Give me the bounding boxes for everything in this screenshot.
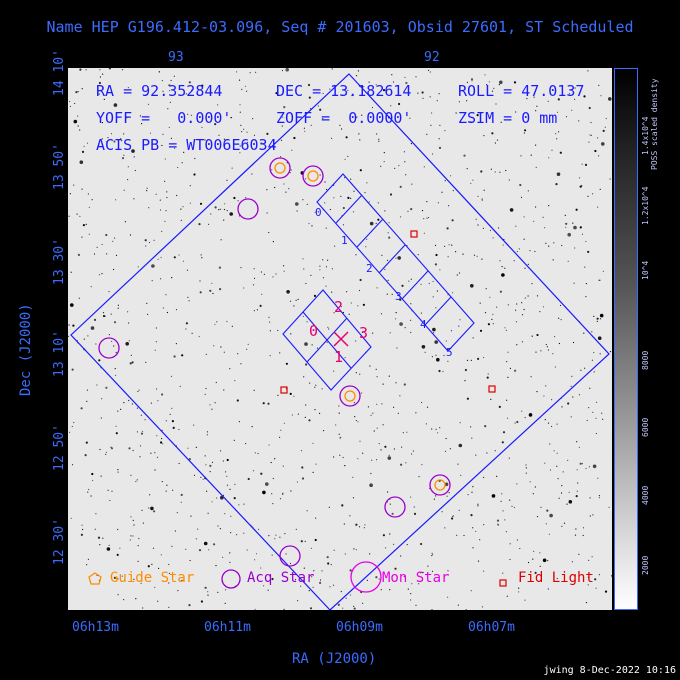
info-roll: ROLL = 47.0137 xyxy=(458,82,585,100)
acq-stars xyxy=(98,157,451,567)
info-yoff: YOFF = 0.000' xyxy=(96,109,232,127)
info-zsim: ZSIM = 0 mm xyxy=(458,109,558,127)
info-ra: RA = 92.352844 xyxy=(96,82,223,100)
colorbar-label: POSS scaled density xyxy=(650,78,659,170)
acis-s-array xyxy=(316,173,475,352)
ccd-s1-label: 1 xyxy=(341,234,348,247)
xtick-06h11m: 06h11m xyxy=(204,620,251,635)
ytick-12-30: 12 30' xyxy=(52,518,67,565)
ytick-13-50: 13 50' xyxy=(52,143,67,190)
acis-i-array xyxy=(282,289,372,391)
info-acis: ACIS PB = WT006E6034 xyxy=(96,136,277,154)
cb-tick-8000: 8000 xyxy=(641,350,650,370)
density-colorbar xyxy=(614,68,638,610)
x-axis-label: RA (J2000) xyxy=(292,651,377,667)
field-overlay: 0 1 2 3 4 5 0 1 2 3 xyxy=(68,68,612,610)
ccd-s4-label: 4 xyxy=(420,318,427,331)
background-stars xyxy=(68,68,612,610)
xtick-06h13m: 06h13m xyxy=(72,620,119,635)
ytick-13-30: 13 30' xyxy=(52,238,67,285)
ccd-s2-label: 2 xyxy=(366,262,373,275)
field-of-view-diamond xyxy=(70,73,610,610)
top-tick-92: 92 xyxy=(424,50,440,65)
cb-tick-2000: 2000 xyxy=(641,555,650,575)
legend-mon-star: Mon Star xyxy=(382,570,450,586)
ccd-i2-label: 2 xyxy=(334,298,343,316)
ytick-14-10: 14 10' xyxy=(52,49,67,96)
ccd-i1-label: 1 xyxy=(334,348,343,366)
ccd-s0-label: 0 xyxy=(315,206,322,219)
top-tick-93: 93 xyxy=(168,50,184,65)
xtick-06h09m: 06h09m xyxy=(336,620,383,635)
cb-tick-1-2e4: 1.2x10^4 xyxy=(641,186,650,225)
aimpoint-marker xyxy=(333,331,349,347)
xtick-06h07m: 06h07m xyxy=(468,620,515,635)
ytick-13-10: 13 10' xyxy=(52,330,67,377)
legend-fid-light: Fid Light xyxy=(518,570,594,586)
legend-guide-star: Guide Star xyxy=(110,570,195,586)
star-field-plot: 0 1 2 3 4 5 0 1 2 3 xyxy=(68,68,612,610)
guide-stars xyxy=(274,162,446,491)
chart-title: Name HEP G196.412-03.096, Seq # 201603, … xyxy=(46,18,634,36)
ccd-i3-label: 3 xyxy=(359,324,368,342)
fid-lights xyxy=(280,230,496,394)
legend-acq-star: Acq Star xyxy=(247,570,315,586)
footer-timestamp: jwing 8-Dec-2022 10:16 xyxy=(543,665,676,676)
cb-tick-1e4: 10^4 xyxy=(641,260,650,280)
ccd-i0-label: 0 xyxy=(309,322,318,340)
ccd-s3-label: 3 xyxy=(395,290,402,303)
info-dec: DEC = 13.182614 xyxy=(276,82,412,100)
cb-tick-6000: 6000 xyxy=(641,417,650,437)
cb-tick-4000: 4000 xyxy=(641,485,650,505)
ccd-s5-label: 5 xyxy=(446,346,453,359)
info-zoff: ZOFF = 0.0000' xyxy=(276,109,412,127)
y-axis-label: Dec (J2000) xyxy=(18,303,34,396)
ytick-12-50: 12 50' xyxy=(52,424,67,471)
cb-tick-1-4e4: 1.4x10^4 xyxy=(641,116,650,155)
